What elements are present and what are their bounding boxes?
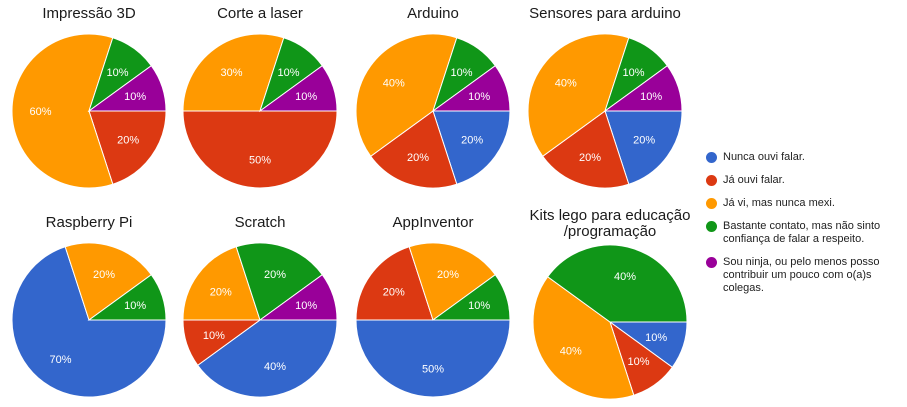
- legend-label-bastante: Bastante contato, mas não sinto confianç…: [723, 220, 881, 245]
- slice-label-ja_vi: 20%: [93, 269, 115, 281]
- slice-ja_vi: [532, 276, 635, 400]
- slice-label-ja_ouvi: 20%: [117, 135, 139, 147]
- slice-ninja: [258, 274, 338, 321]
- slice-label-ninja: 10%: [295, 300, 317, 312]
- slice-bastante: [87, 274, 167, 321]
- slice-label-ninja: 10%: [468, 91, 490, 103]
- pie-scratch: Scratch 40% 10% 20% 20% 10%: [182, 214, 338, 398]
- slice-ja_ouvi: [88, 110, 167, 185]
- legend-label-ninja: Sou ninja, ou pelo menos posso contribui…: [723, 256, 880, 294]
- slice-label-ja_vi: 40%: [555, 78, 577, 90]
- legend-item-nunca: Nunca ouvi falar.: [706, 151, 906, 164]
- slice-label-ninja: 10%: [295, 91, 317, 103]
- slice-label-bastante: 10%: [277, 67, 299, 79]
- pie-corte-a-laser: Corte a laser 50% 30% 10% 10%: [182, 5, 338, 189]
- legend-label-nunca: Nunca ouvi falar.: [723, 151, 805, 163]
- pie-title: /programação: [564, 223, 657, 240]
- slice-ja_vi: [64, 242, 152, 321]
- slice-label-ja_ouvi: 20%: [407, 152, 429, 164]
- legend-swatch-ja-ouvi: [706, 175, 717, 186]
- slice-label-ja_vi: 30%: [220, 67, 242, 79]
- slice-nunca: [355, 319, 511, 398]
- pie-kits-lego-para-educacao-programacao: Kits lego para educação/programação 10% 10…: [530, 207, 691, 400]
- slice-ja_vi: [182, 33, 285, 112]
- slice-label-bastante: 40%: [614, 271, 636, 283]
- slice-ninja: [87, 65, 167, 112]
- slice-label-nunca: 20%: [633, 135, 655, 147]
- pie-title: Sensores para arduino: [529, 5, 681, 22]
- slice-label-nunca: 50%: [422, 364, 444, 376]
- slice-label-ja_vi: 20%: [437, 269, 459, 281]
- slice-label-nunca: 20%: [461, 135, 483, 147]
- legend-item-ja-ouvi: Já ouvi falar.: [706, 174, 906, 187]
- pie-sensores-para-arduino: Sensores para arduino 20% 20% 40% 10% 10%: [527, 5, 683, 189]
- pie-title: Impressão 3D: [42, 5, 136, 22]
- pie-appinventor: AppInventor 50% 20% 20% 10%: [355, 214, 511, 398]
- slice-nunca: [11, 246, 167, 398]
- legend-label-ja-vi: Já vi, mas nunca mexi.: [723, 197, 835, 209]
- legend-label-ja-ouvi: Já ouvi falar.: [723, 174, 785, 186]
- slice-label-nunca: 70%: [49, 354, 71, 366]
- slice-ja_vi: [11, 33, 114, 189]
- slice-label-bastante: 10%: [468, 300, 490, 312]
- slice-nunca: [432, 110, 511, 185]
- slice-label-bastante: 20%: [264, 269, 286, 281]
- pie-title: Scratch: [235, 214, 286, 231]
- slice-ja_vi: [408, 242, 496, 321]
- pie-arduino: Arduino 20% 20% 40% 10% 10%: [355, 5, 511, 189]
- slice-ninja: [603, 65, 683, 112]
- slice-ja_ouvi: [355, 246, 434, 321]
- slice-bastante: [431, 274, 511, 321]
- slice-label-ja_vi: 20%: [210, 287, 232, 299]
- slice-ninja: [258, 65, 338, 112]
- pie-title: AppInventor: [393, 214, 474, 231]
- slice-label-ja_ouvi: 20%: [383, 287, 405, 299]
- pie-raspberry-pi: Raspberry Pi 70% 20% 10%: [11, 214, 167, 398]
- slice-label-ja_vi: 40%: [560, 346, 582, 358]
- slice-label-bastante: 10%: [124, 300, 146, 312]
- legend-swatch-bastante: [706, 221, 717, 232]
- legend-item-ja-vi: Já vi, mas nunca mexi.: [706, 197, 906, 210]
- pie-impressao-3d: Impressão 3D 20% 60% 10% 10%: [11, 5, 167, 189]
- slice-ninja: [431, 65, 511, 112]
- pie-title: Corte a laser: [217, 5, 303, 22]
- slice-bastante: [235, 242, 323, 321]
- slice-label-ja_vi: 40%: [383, 78, 405, 90]
- slice-ja_vi: [355, 33, 458, 157]
- slice-label-ja_ouvi: 50%: [249, 155, 271, 167]
- slice-ja_vi: [182, 246, 261, 321]
- legend-item-ninja: Sou ninja, ou pelo menos posso contribui…: [706, 256, 906, 295]
- slice-label-nunca: 40%: [264, 361, 286, 373]
- slice-label-ja_ouvi: 10%: [627, 356, 649, 368]
- legend-swatch-nunca: [706, 152, 717, 163]
- slice-label-bastante: 10%: [622, 67, 644, 79]
- pie-title: Arduino: [407, 5, 459, 22]
- slice-nunca: [197, 319, 338, 398]
- slice-ja_ouvi: [370, 110, 458, 189]
- slice-ja_vi: [527, 33, 630, 157]
- legend: Nunca ouvi falar. Já ouvi falar. Já vi, …: [706, 151, 906, 305]
- slice-nunca: [604, 110, 683, 185]
- pie-title: Raspberry Pi: [46, 214, 133, 231]
- legend-item-bastante: Bastante contato, mas não sinto confianç…: [706, 220, 906, 246]
- slice-label-bastante: 10%: [450, 67, 472, 79]
- slice-ja_ouvi: [182, 110, 338, 189]
- legend-swatch-ninja: [706, 257, 717, 268]
- slice-label-ninja: 10%: [124, 91, 146, 103]
- pie-title: Kits lego para educação: [530, 207, 691, 224]
- slice-label-ja_ouvi: 10%: [203, 330, 225, 342]
- slice-label-bastante: 10%: [106, 67, 128, 79]
- slice-label-ja_ouvi: 20%: [579, 152, 601, 164]
- slice-label-ja_vi: 60%: [29, 106, 51, 118]
- slice-label-ninja: 10%: [640, 91, 662, 103]
- slice-bastante: [547, 244, 688, 323]
- legend-swatch-ja-vi: [706, 198, 717, 209]
- slice-label-nunca: 10%: [645, 332, 667, 344]
- slice-ja_ouvi: [542, 110, 630, 189]
